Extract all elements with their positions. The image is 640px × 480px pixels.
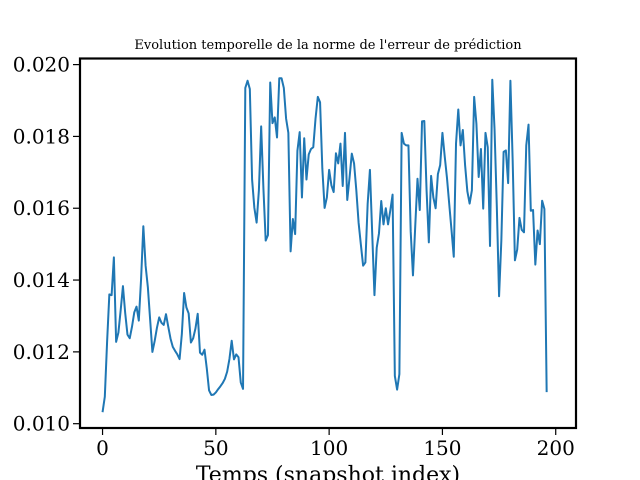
x-tick-label: 200 — [537, 436, 575, 460]
plot-area — [101, 77, 548, 413]
y-tick-label: 0.020 — [13, 53, 70, 77]
y-tick-label: 0.012 — [13, 340, 70, 364]
x-axis-label: Temps (snapshot index) — [196, 463, 460, 480]
chart-title: Evolution temporelle de la norme de l'er… — [134, 38, 522, 53]
plot-frame — [78, 57, 578, 430]
y-tick-label: 0.014 — [13, 268, 70, 292]
x-tick-label: 100 — [310, 436, 348, 460]
x-tick-label: 50 — [203, 436, 228, 460]
x-tick-label: 0 — [96, 436, 109, 460]
y-tick-label: 0.018 — [13, 124, 70, 148]
y-tick-label: 0.016 — [13, 196, 70, 220]
y-tick-label: 0.010 — [13, 412, 70, 436]
y-axis: 0.010 0.012 0.014 0.016 0.018 0.020 — [13, 53, 80, 436]
x-tick-label: 150 — [423, 436, 461, 460]
x-axis: 0 50 100 150 200 — [96, 428, 575, 460]
series-line-0 — [101, 77, 548, 413]
